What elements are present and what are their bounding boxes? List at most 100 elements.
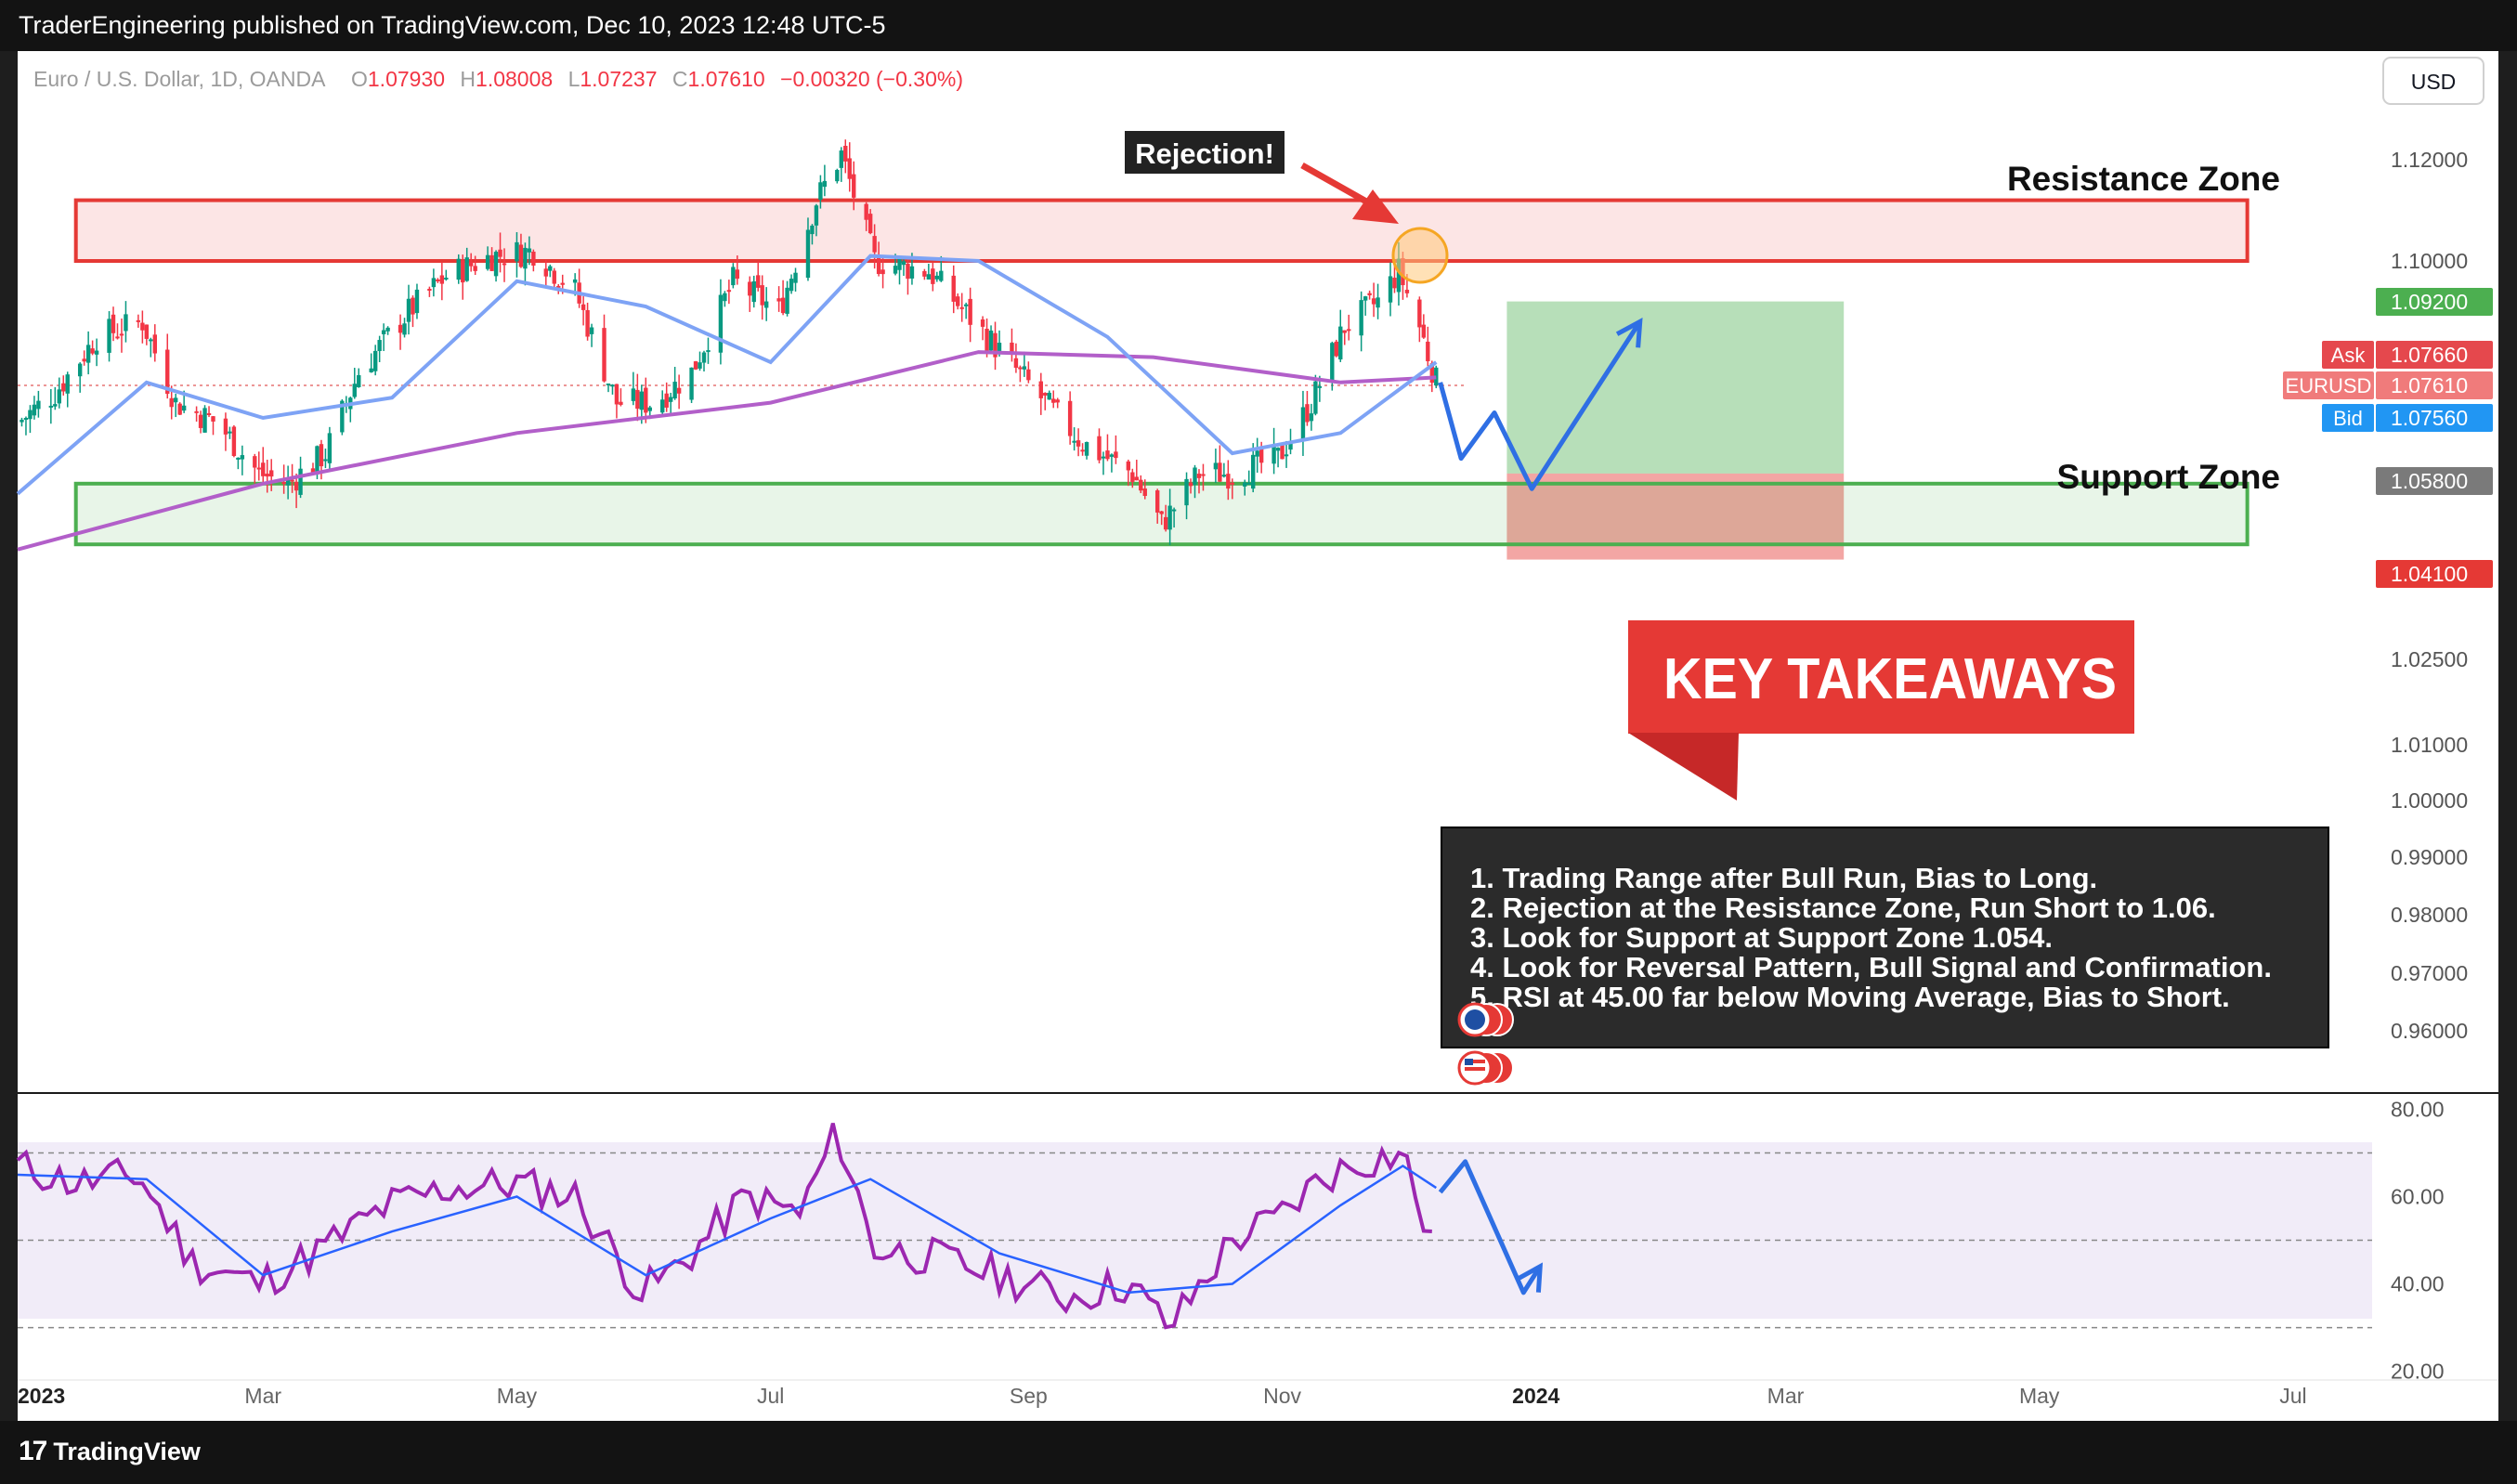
candle-body bbox=[1284, 454, 1289, 457]
candle-body bbox=[398, 324, 403, 333]
candle-body bbox=[211, 416, 215, 422]
candle-body bbox=[614, 384, 619, 405]
candle-body bbox=[473, 266, 477, 271]
candle-body bbox=[1309, 413, 1314, 422]
candle-body bbox=[631, 388, 636, 401]
candle-body bbox=[456, 258, 461, 280]
candle-body bbox=[926, 274, 932, 280]
position-target-area[interactable] bbox=[1506, 301, 1845, 474]
candle-body bbox=[988, 330, 994, 351]
resistance-zone-label: Resistance Zone bbox=[2007, 160, 2280, 198]
candle-body bbox=[585, 309, 590, 337]
candle-body bbox=[327, 433, 333, 463]
candle-body bbox=[956, 296, 960, 306]
candle-body bbox=[261, 462, 266, 476]
time-tick-label: Jul bbox=[757, 1384, 784, 1408]
price-tag-value: 1.04100 bbox=[2391, 562, 2468, 586]
price-tick-label: 1.02500 bbox=[2391, 647, 2468, 671]
candle-body bbox=[1376, 297, 1380, 308]
candle-body bbox=[789, 279, 794, 292]
candle-body bbox=[1317, 385, 1323, 388]
candle-body bbox=[1010, 342, 1014, 355]
candle-body bbox=[1359, 300, 1363, 336]
legend-symbol: Euro / U.S. Dollar, 1D, OANDA bbox=[33, 67, 326, 91]
candle-body bbox=[1300, 407, 1306, 439]
candle-body bbox=[177, 403, 182, 415]
candle-body bbox=[676, 387, 682, 394]
candle-body bbox=[1109, 454, 1115, 457]
candle-body bbox=[839, 150, 844, 168]
candle-body bbox=[698, 362, 702, 369]
price-tag-value: 1.05800 bbox=[2391, 469, 2468, 493]
candle-body bbox=[57, 389, 61, 404]
candle-body bbox=[323, 459, 328, 462]
candle-body bbox=[876, 255, 881, 275]
ma-fast-line bbox=[16, 254, 1438, 496]
candle-body bbox=[281, 481, 286, 485]
candle-body bbox=[1226, 474, 1231, 489]
candle-body bbox=[402, 323, 407, 335]
candle-body bbox=[357, 375, 361, 388]
price-tag bbox=[2376, 467, 2493, 495]
candle-body bbox=[1347, 329, 1351, 332]
candle-body bbox=[909, 266, 915, 279]
legend-l-label: L bbox=[568, 67, 580, 91]
candle-body bbox=[352, 384, 357, 397]
candle-body bbox=[194, 410, 199, 413]
candle-body bbox=[639, 391, 645, 410]
candle-body bbox=[560, 282, 565, 285]
candle-body bbox=[810, 225, 815, 235]
candle-body bbox=[931, 268, 935, 284]
candle-body bbox=[893, 266, 898, 274]
price-tag bbox=[2376, 288, 2493, 316]
rsi-projection-arrow[interactable] bbox=[1438, 1159, 1543, 1295]
us-event-icons[interactable] bbox=[1457, 1050, 1514, 1086]
candle-body bbox=[119, 333, 124, 336]
takeaway-2: 2. Rejection at the Resistance Zone, Run… bbox=[1470, 892, 2216, 924]
candle-body bbox=[1363, 296, 1368, 301]
rsi-projection-arrow-head bbox=[1516, 1262, 1544, 1293]
candle-body bbox=[269, 470, 274, 477]
candle-body bbox=[256, 467, 261, 470]
candle-body bbox=[1342, 330, 1347, 333]
currency-button[interactable]: USD bbox=[2382, 57, 2484, 105]
rejection-circle bbox=[1391, 227, 1449, 284]
publisher-text: TraderEngineering published on TradingVi… bbox=[19, 11, 886, 39]
candle-body bbox=[872, 236, 877, 253]
candle-body bbox=[785, 287, 789, 314]
candle-body bbox=[951, 275, 956, 302]
candle-body bbox=[223, 418, 228, 435]
tradingview-logo-icon: 17 bbox=[19, 1436, 47, 1466]
candle-body bbox=[934, 275, 940, 280]
candle-body bbox=[1255, 450, 1259, 457]
eu-event-icons[interactable] bbox=[1457, 1002, 1514, 1037]
time-tick-label: Sep bbox=[1010, 1384, 1048, 1408]
candle-body bbox=[1429, 363, 1434, 384]
candle-body bbox=[1280, 444, 1285, 460]
candle-body bbox=[572, 279, 578, 283]
eu-flag-icon-disc bbox=[1465, 1009, 1485, 1030]
candle-body bbox=[1130, 472, 1135, 482]
candle-body bbox=[635, 389, 640, 410]
price-projection-arrow[interactable] bbox=[1438, 320, 1642, 491]
candle-body bbox=[835, 169, 840, 182]
candle-body bbox=[111, 314, 116, 333]
candle-body bbox=[310, 468, 316, 473]
price-tag bbox=[2376, 371, 2493, 399]
candle-body bbox=[1188, 482, 1193, 487]
price-tag-value: 1.07610 bbox=[2391, 373, 2468, 397]
candle-body bbox=[1288, 441, 1293, 450]
candle-body bbox=[1426, 341, 1430, 361]
legend-change: −0.00320 (−0.30%) bbox=[780, 67, 963, 91]
candle-body bbox=[85, 345, 91, 363]
candle-body bbox=[1154, 490, 1160, 513]
candle-body bbox=[843, 146, 848, 162]
candle-body bbox=[1313, 381, 1318, 414]
resistance-zone[interactable] bbox=[73, 198, 2250, 264]
candle-body bbox=[793, 272, 798, 283]
tradingview-brand[interactable]: 17 TradingView bbox=[19, 1436, 201, 1467]
price-tick-label: 1.12000 bbox=[2391, 148, 2468, 172]
candle-body bbox=[556, 285, 561, 288]
candle-body bbox=[993, 332, 998, 358]
